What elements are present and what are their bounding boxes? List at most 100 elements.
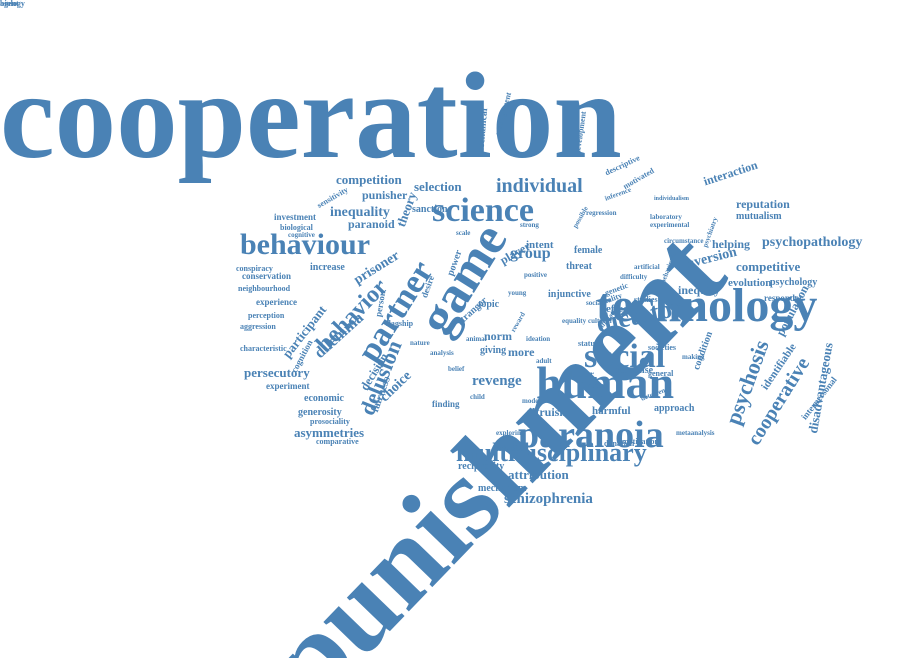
word-social: social — [586, 299, 603, 307]
word-more: more — [508, 345, 535, 359]
word-topic: topic — [478, 299, 500, 310]
word-perception: perception — [248, 311, 285, 320]
word-finding: finding — [432, 399, 460, 409]
word-helping: helping — [712, 237, 751, 251]
word-approach: approach — [654, 403, 695, 414]
word-response: response — [616, 365, 654, 376]
word-experimental: experimental — [650, 221, 690, 229]
word-norm: norm — [484, 329, 512, 343]
word-punisher: punisher — [362, 188, 408, 202]
word-adult: adult — [536, 357, 552, 365]
word-individual: individual — [496, 175, 583, 197]
word-general: general — [648, 369, 674, 378]
word-persecutory: persecutory — [244, 365, 310, 380]
word-flagship: flagship — [386, 319, 414, 328]
word-revenge: revenge — [472, 373, 522, 389]
word-effect: effect — [606, 303, 632, 315]
word-reputation: reputation — [736, 197, 790, 211]
word-economic: economic — [304, 393, 344, 404]
word-inequality: inequality — [330, 205, 390, 220]
word-difficulty: difficulty — [620, 273, 648, 281]
word-giving: giving — [480, 345, 507, 356]
word-donation: donation — [604, 439, 635, 448]
word-sanction: sanction — [412, 204, 448, 215]
word-inference: inference — [603, 185, 633, 203]
word-cooperation: cooperation — [0, 47, 622, 184]
word-regression: regression — [586, 209, 617, 217]
word-ideation: ideation — [526, 335, 551, 343]
word-biological: biological — [280, 223, 313, 232]
word-circumstance: circumstance — [664, 237, 704, 245]
word-harmful: harmful — [592, 405, 631, 417]
word-strong: strong — [520, 221, 539, 229]
word-responder: responder — [764, 293, 803, 303]
word-altruism: altruism — [526, 405, 570, 419]
word-status: status — [578, 339, 599, 348]
word-cohesion: cohesion — [494, 443, 528, 453]
word-paranoia: paranoia — [518, 414, 664, 456]
word-experience: experience — [256, 297, 297, 307]
word-reward: reward — [509, 310, 527, 334]
word-societies: societies — [648, 343, 676, 352]
word-nature: nature — [410, 339, 430, 347]
word-motivation: motivation — [622, 437, 659, 446]
word-possible: possible — [571, 204, 590, 230]
word-experiment: experiment — [266, 381, 310, 391]
word-animal: animal — [466, 335, 487, 343]
word-injunctive: injunctive — [548, 289, 591, 300]
word-mechanism: mechanism — [478, 483, 527, 494]
word-competitive: competitive — [736, 259, 801, 274]
word-belief: belief — [448, 365, 465, 373]
word-neighbourhood: neighbourhood — [238, 284, 291, 293]
word-competition: competition — [336, 172, 402, 187]
word-individualism: individualism — [654, 196, 690, 202]
word-cultural: cultural — [588, 317, 612, 325]
word-female: female — [574, 245, 603, 256]
word-biology: biology — [0, 0, 25, 8]
word-asymmetries: asymmetries — [294, 425, 365, 440]
word-intent: intent — [526, 239, 554, 251]
word-metaanalysis: metaanalysis — [676, 429, 715, 437]
word-making: making — [682, 353, 705, 361]
word-inequity: inequity — [678, 283, 721, 297]
word-attribution: attribution — [508, 467, 569, 482]
word-characteristic: characteristic — [240, 344, 287, 353]
word-child: child — [470, 393, 485, 401]
word-increase: increase — [310, 262, 345, 273]
word-threat: threat — [566, 261, 592, 272]
word-conservation: conservation — [242, 271, 291, 281]
word-reciprocity: reciprocity — [458, 461, 505, 472]
word-technology: technology — [596, 279, 818, 332]
word-exploring: exploring — [496, 429, 525, 437]
word-mutualism: mutualism — [736, 211, 782, 222]
word-schizophrenia: schizophrenia — [504, 491, 593, 507]
word-selection: selection — [414, 179, 462, 194]
word-comparative: comparative — [316, 437, 359, 446]
word-paranoid: paranoid — [348, 217, 395, 231]
word-cognitive: cognitive — [288, 231, 315, 239]
word-aggression: aggression — [240, 322, 276, 331]
word-social: social — [584, 338, 666, 375]
word-evolution: evolution — [728, 277, 772, 289]
word-group: group — [510, 245, 551, 262]
word-young: young — [508, 289, 527, 297]
word-laboratory: laboratory — [650, 213, 682, 221]
word-science: science — [432, 192, 534, 229]
word-analysis: analysis — [430, 349, 454, 357]
word-generosity: generosity — [298, 407, 342, 418]
word-human: human — [536, 357, 675, 408]
word-multidisciplinary: multidisciplinary — [456, 438, 647, 467]
word-investment: investment — [274, 212, 316, 222]
word-scale: scale — [456, 229, 471, 237]
word-artificial: artificial — [634, 263, 660, 271]
word-psychology: psychology — [770, 277, 818, 288]
word-conspiracy: conspiracy — [236, 264, 273, 273]
word-agent: agent — [0, 0, 19, 8]
word-interaction: interaction — [701, 157, 760, 189]
word-function: function — [580, 381, 609, 390]
word-behaviour: behaviour — [240, 228, 371, 261]
word-psychopathology: psychopathology — [762, 235, 863, 250]
word-studies: studies — [634, 295, 658, 304]
word-prosociality: prosociality — [310, 417, 350, 426]
